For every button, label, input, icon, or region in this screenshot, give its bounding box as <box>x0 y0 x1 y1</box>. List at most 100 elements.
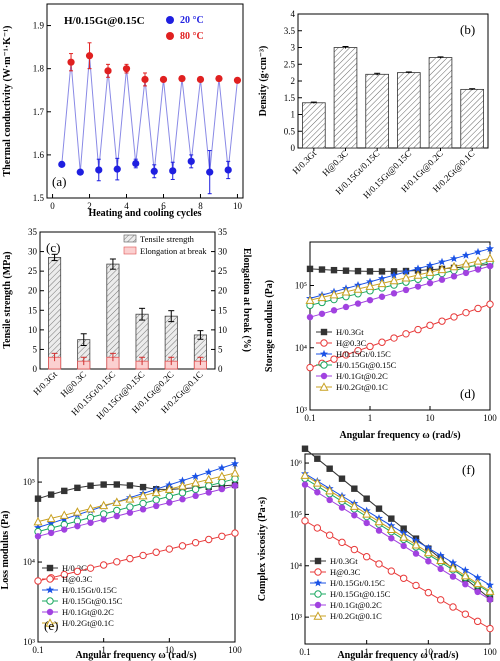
data-point <box>374 516 384 526</box>
legend-label: H/0.15Gt@0.15C <box>62 596 123 606</box>
x-tick-label: 0 <box>50 201 55 211</box>
x-tick-label: 1 <box>101 645 106 655</box>
data-point <box>47 519 56 527</box>
data-point <box>426 261 434 269</box>
data-point <box>390 271 398 279</box>
panel-c-label: (c) <box>46 240 60 255</box>
legend-label: H/0.1Gt@0.2C <box>336 371 388 381</box>
data-point <box>424 543 433 552</box>
data-point <box>191 485 200 494</box>
data-point <box>473 256 483 265</box>
data-point <box>206 168 214 176</box>
panel-d-frame <box>309 241 491 411</box>
y-tick-label: 10³ <box>290 612 302 622</box>
data-point <box>126 503 134 511</box>
y2-tick-label: 25 <box>218 266 228 276</box>
data-point <box>448 563 458 572</box>
data-point <box>462 581 469 588</box>
legend-tensile-label: Tensile strength <box>140 234 195 244</box>
data-point <box>100 516 107 523</box>
panel-e-xlabel: Angular frequency ω (rad/s) <box>75 650 196 661</box>
y-tick-label: 35 <box>28 227 38 237</box>
data-point <box>233 76 242 84</box>
data-point <box>366 342 374 351</box>
data-point <box>178 74 186 83</box>
data-point <box>400 525 407 532</box>
data-point <box>401 273 411 282</box>
data-point <box>151 487 161 497</box>
legend-label: H/0.2Gt@0.1C <box>336 382 388 392</box>
legend-20c-label: 20 °C <box>180 15 204 26</box>
y2-tick-label: 20 <box>218 286 228 296</box>
legend-label: H/0.15Gt@0.15C <box>330 589 391 599</box>
data-point <box>363 495 370 502</box>
data-point <box>378 268 386 275</box>
data-point <box>60 570 68 579</box>
panel-a-label: (a) <box>52 174 66 189</box>
data-point <box>113 165 121 173</box>
legend-marker <box>46 608 54 616</box>
data-point <box>388 535 395 542</box>
data-point <box>178 476 187 485</box>
data-point <box>436 596 445 604</box>
data-point <box>196 75 205 84</box>
data-point <box>153 502 160 510</box>
y-tick-label: 1 <box>291 110 296 120</box>
data-point <box>375 505 383 512</box>
data-point <box>177 481 188 490</box>
y-tick-label: 10³ <box>23 637 35 647</box>
data-point <box>74 484 81 492</box>
data-point <box>159 75 168 84</box>
data-point <box>329 289 339 299</box>
y-tick-label: 1.5 <box>33 193 45 203</box>
data-point <box>474 266 482 273</box>
data-point <box>377 278 387 288</box>
y2-tick-label: 5 <box>218 344 223 354</box>
data-point <box>450 254 458 263</box>
data-point <box>100 481 107 488</box>
data-point <box>46 513 56 523</box>
data-point <box>414 325 422 334</box>
x-tick-label: 100 <box>483 647 497 657</box>
panel-f-xlabel: Angular frequency ω (rad/s) <box>337 650 458 661</box>
data-point <box>126 554 134 563</box>
data-point <box>412 581 420 590</box>
series-line <box>304 478 491 594</box>
data-point <box>375 527 383 534</box>
legend-elongation-swatch <box>123 246 137 255</box>
data-point <box>473 617 482 626</box>
legend-label: H@0.3C <box>62 574 93 584</box>
x-tick-label: 10 <box>165 645 175 655</box>
data-point <box>87 519 94 526</box>
data-point <box>342 303 350 311</box>
panel-f-label: (f) <box>462 462 475 477</box>
data-point <box>485 253 495 262</box>
y-tick-label: 30 <box>28 247 38 257</box>
legend-label: H@0.3C <box>330 567 361 577</box>
data-point <box>400 542 407 550</box>
data-point <box>462 251 470 259</box>
data-point <box>325 531 334 539</box>
y-tick-label: 15 <box>28 305 38 315</box>
panel-a-legend: 20 °C 80 °C <box>166 15 204 42</box>
series-line <box>309 261 491 306</box>
data-point <box>34 577 42 585</box>
x-tick-label: 100 <box>228 645 242 655</box>
data-point <box>413 270 423 279</box>
data-point <box>139 551 147 560</box>
panel-d-plot: 0.1 1 10 100 10³ 10⁴ 10⁵ H/0.3GtH@0.3CH/0.15Gt/… <box>295 244 497 423</box>
y2-tick-label: 15 <box>218 305 228 315</box>
cycle-line <box>61 55 238 173</box>
data-point <box>317 292 327 302</box>
data-point <box>179 496 186 503</box>
panel-d-xlabel: Angular frequency ω (rad/s) <box>339 430 460 441</box>
legend-marker <box>320 372 328 380</box>
y-tick-label: 10⁴ <box>295 343 307 353</box>
data-point <box>450 273 458 280</box>
data-point <box>411 540 421 549</box>
legend-marker <box>314 557 322 565</box>
data-point <box>461 566 470 574</box>
data-point <box>150 167 158 175</box>
y-tick-label: 1.9 <box>33 21 45 31</box>
